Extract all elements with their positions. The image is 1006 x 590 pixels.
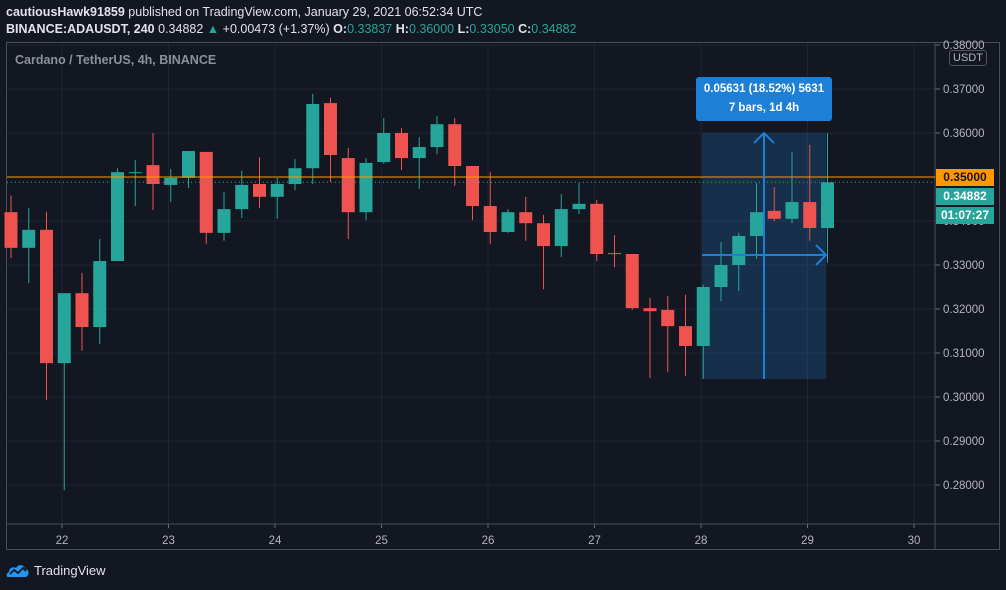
measure-duration: 7 bars, 1d 4h <box>728 102 800 114</box>
candle-up <box>696 287 710 346</box>
time-axis-label: 22 <box>56 535 69 547</box>
candle-down <box>643 308 657 312</box>
candle-up <box>128 172 142 174</box>
candle-up <box>359 162 373 213</box>
candle-down <box>661 309 675 327</box>
up-triangle-icon: ▲ <box>206 22 220 36</box>
candle-up <box>714 265 728 287</box>
measure-change: 0.05631 (18.52%) 5631 <box>703 83 825 95</box>
candle-up <box>732 235 746 265</box>
tradingview-logo[interactable]: TradingView <box>6 562 106 578</box>
candle-down <box>767 210 781 219</box>
open-label: O: <box>333 22 348 36</box>
price-axis-label: 0.32000 <box>943 304 985 316</box>
candle-down <box>395 133 408 159</box>
close-label: C: <box>518 22 532 36</box>
candle-down <box>679 326 692 346</box>
brand-name: TradingView <box>34 562 106 578</box>
change-value: +0.00473 (+1.37%) <box>222 22 330 36</box>
candle-down <box>625 254 639 309</box>
price-axis-label: 0.33000 <box>943 260 985 272</box>
candle-down <box>608 253 621 255</box>
candle-up <box>501 212 515 232</box>
candle-down <box>590 203 604 254</box>
price-axis-label: 0.30000 <box>943 392 985 404</box>
chart-title: Cardano / TetherUS, 4h, BINANCE <box>15 53 217 67</box>
candle-up <box>572 203 586 210</box>
candle-up <box>412 147 426 159</box>
price-axis-label: 0.28000 <box>943 480 985 492</box>
arrow-up-icon <box>753 131 775 144</box>
candle-up <box>785 202 799 219</box>
price-axis-label: 0.31000 <box>943 348 985 360</box>
close-value: 0.34882 <box>531 22 577 36</box>
time-axis-label: 28 <box>695 535 708 547</box>
time-axis-label: 25 <box>375 535 388 547</box>
time-axis-label: 23 <box>162 535 175 547</box>
candle-up <box>288 168 302 185</box>
measure-tooltip: 0.05631 (18.52%) 5631 7 bars, 1d 4h <box>696 77 832 121</box>
chart-frame <box>6 42 1000 550</box>
publisher-name: cautiousHawk91859 <box>6 5 125 19</box>
candle-down <box>146 165 160 185</box>
candle-down <box>4 212 18 248</box>
candle-up <box>22 229 36 248</box>
candle-down <box>253 184 266 197</box>
currency-badge[interactable]: USDT <box>949 50 987 66</box>
candle-up <box>554 209 568 247</box>
last-value: 0.34882 <box>158 22 204 36</box>
candle-up <box>182 151 195 178</box>
candle-down <box>75 293 89 328</box>
published-text: published on TradingView.com, January 29… <box>124 5 483 19</box>
time-axis-label: 26 <box>482 535 495 547</box>
price-axis-label: 0.36000 <box>943 128 985 140</box>
high-value: 0.36000 <box>408 22 455 36</box>
price-axis-label: 0.29000 <box>943 436 985 448</box>
last-price-tag: 0.34882 <box>936 188 994 205</box>
candle-up <box>750 212 763 236</box>
time-axis-label: 24 <box>269 535 282 547</box>
candle-up <box>57 293 71 364</box>
open-value: 0.33837 <box>347 22 393 36</box>
price-axis-label: 0.37000 <box>943 84 985 96</box>
time-axis-label: 29 <box>801 535 814 547</box>
symbol-label: BINANCE:ADAUSDT, 240 <box>6 22 155 36</box>
bar-countdown-tag: 01:07:27 <box>936 207 994 224</box>
candle-down <box>519 212 533 224</box>
candle-up <box>306 103 320 169</box>
candle-up <box>93 261 107 328</box>
candle-down <box>341 158 355 213</box>
tradingview-cloud-icon <box>6 565 29 577</box>
candle-down <box>466 166 479 207</box>
candle-up <box>235 184 249 210</box>
publish-info: cautiousHawk91859 published on TradingVi… <box>6 5 482 19</box>
time-axis-label: 30 <box>908 535 921 547</box>
price-axis-label: 0.38000 <box>943 40 985 52</box>
alert-price-tag: 0.35000 <box>936 169 994 186</box>
candle-up <box>164 177 178 185</box>
time-axis-label: 27 <box>588 535 601 547</box>
candle-up <box>217 209 231 233</box>
arrow-right-icon <box>815 244 828 266</box>
ohlc-legend: BINANCE:ADAUSDT, 240 0.34882 ▲ +0.00473 … <box>6 22 576 36</box>
candle-down <box>40 229 53 364</box>
candle-up <box>377 133 391 163</box>
candle-down <box>324 103 337 155</box>
candle-up <box>111 172 124 262</box>
candle-down <box>483 206 497 232</box>
low-value: 0.33050 <box>469 22 515 36</box>
candle-down <box>448 124 462 166</box>
candle-up <box>430 124 444 148</box>
candle-up <box>821 182 834 229</box>
high-label: H: <box>395 22 409 36</box>
candle-up <box>270 184 284 197</box>
low-label: L: <box>457 22 470 36</box>
candle-down <box>537 223 550 247</box>
candle-down <box>199 151 213 233</box>
candle-down <box>803 202 817 229</box>
